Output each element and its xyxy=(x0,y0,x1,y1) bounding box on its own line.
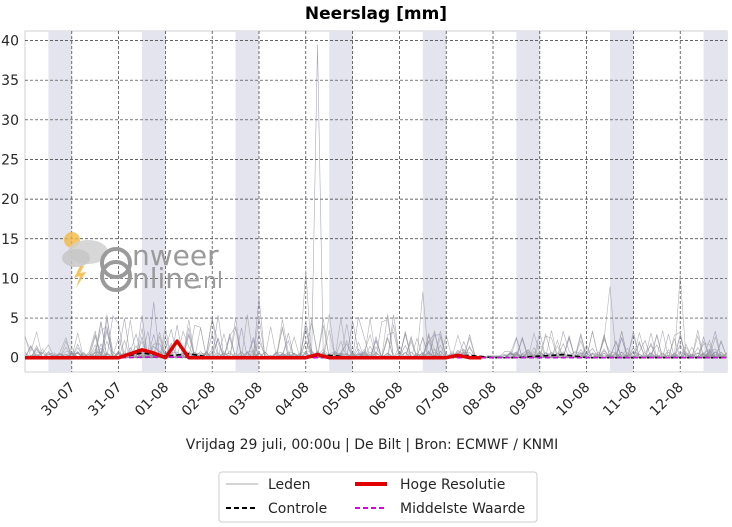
day-bands xyxy=(48,31,727,372)
x-tick-label: 02-08 xyxy=(179,380,219,420)
x-tick-label: 08-08 xyxy=(460,380,500,420)
legend: Leden Hoge Resolutie Controle Middelste … xyxy=(218,471,538,523)
day-band xyxy=(48,31,72,372)
y-tick-label: 15 xyxy=(1,232,19,248)
day-band xyxy=(610,31,634,372)
chart-subtitle: Vrijdag 29 juli, 00:00u | De Bilt | Bron… xyxy=(186,437,559,453)
watermark-text-2: nline xyxy=(132,262,200,295)
day-band xyxy=(235,31,259,372)
y-tick-label: 35 xyxy=(1,73,19,89)
x-tick-label: 11-08 xyxy=(600,380,640,420)
watermark-text-1: nweer xyxy=(132,239,219,272)
weather-cloud-sun-icon xyxy=(62,232,132,292)
legend-label-middelste-waarde: Middelste Waarde xyxy=(400,501,525,517)
y-tick-label: 25 xyxy=(1,152,19,168)
legend-label-leden: Leden xyxy=(268,477,311,493)
day-band xyxy=(329,31,353,372)
series-hoge-resolutie xyxy=(25,339,482,360)
data-series xyxy=(25,339,727,360)
y-tick-label: 20 xyxy=(1,192,19,208)
onweer-online-watermark: nweer nline .nl xyxy=(62,232,223,295)
x-tick-label: 05-08 xyxy=(319,380,359,420)
day-band xyxy=(703,31,727,372)
x-tick-label: 31-07 xyxy=(85,380,125,420)
y-tick-label: 40 xyxy=(1,34,19,50)
x-tick-label: 01-08 xyxy=(132,380,172,420)
day-band xyxy=(422,31,447,372)
x-tick-label: 03-08 xyxy=(226,380,266,420)
chart-title: Neerslag [mm] xyxy=(305,4,447,24)
x-tick-label: 30-07 xyxy=(39,380,79,420)
y-axis: 0 5 10 15 20 25 30 35 40 xyxy=(1,34,19,367)
legend-frame xyxy=(218,471,538,523)
x-tick-label: 06-08 xyxy=(366,380,406,420)
watermark-text-3: .nl xyxy=(196,269,223,294)
legend-label-hoge-resolutie: Hoge Resolutie xyxy=(400,477,505,493)
x-tick-label: 10-08 xyxy=(553,380,593,420)
y-tick-label: 0 xyxy=(10,351,19,367)
x-tick-label: 07-08 xyxy=(413,380,453,420)
x-tick-label: 04-08 xyxy=(273,380,313,420)
x-axis: 30-07 31-07 01-08 02-08 03-08 04-08 05-08 06-08… xyxy=(39,380,687,420)
y-tick-label: 30 xyxy=(1,113,19,129)
legend-label-controle: Controle xyxy=(268,501,327,517)
y-tick-label: 10 xyxy=(1,271,19,287)
x-tick-label: 09-08 xyxy=(507,380,547,420)
day-band xyxy=(142,31,166,372)
series-middelste-waarde xyxy=(25,356,727,359)
x-tick-label: 12-08 xyxy=(647,380,687,420)
y-tick-label: 5 xyxy=(10,311,19,327)
day-band xyxy=(516,31,540,372)
